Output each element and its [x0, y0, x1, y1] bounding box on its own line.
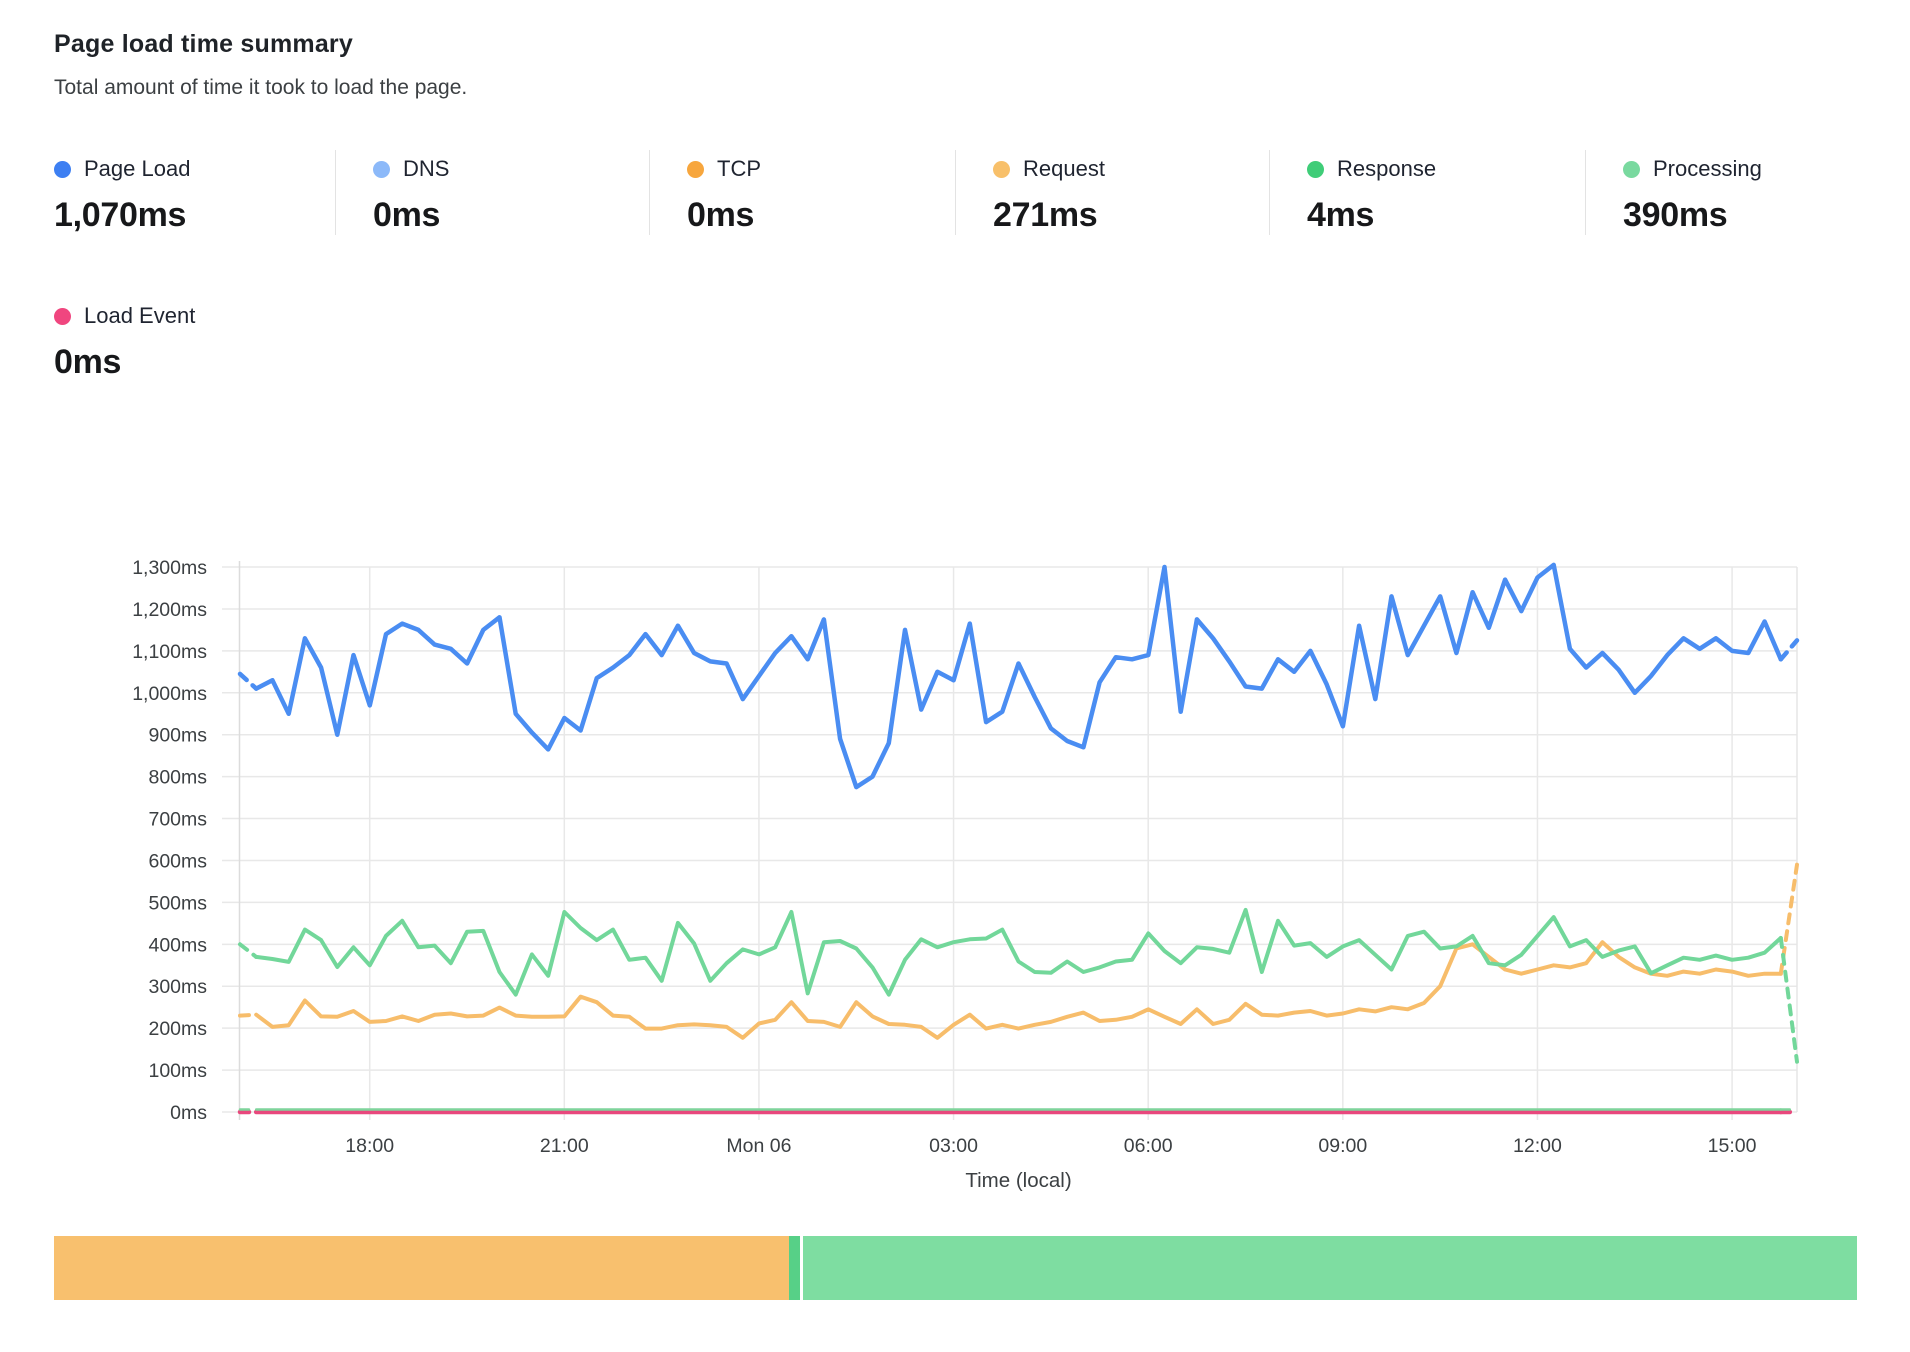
load-breakdown-bar: [54, 1236, 1857, 1300]
metric-load-event[interactable]: Load Event 0ms: [54, 297, 1910, 382]
svg-text:1,000ms: 1,000ms: [132, 683, 207, 705]
svg-text:800ms: 800ms: [148, 767, 207, 789]
metric-value: 271ms: [993, 196, 1098, 234]
bar-segment-response: [788, 1236, 800, 1300]
metric-label: DNS: [403, 156, 450, 181]
timeseries-chart[interactable]: 1,300ms 1,200ms 1,100ms 1,000ms 900ms 800ms 70…: [0, 430, 1910, 1220]
summary-metrics-row: Page Load 1,070ms DNS 0ms TCP 0ms Reques…: [54, 150, 1910, 235]
bar-segment-processing: [799, 1236, 1857, 1300]
metric-page-load[interactable]: Page Load 1,070ms: [54, 150, 335, 235]
metric-request[interactable]: Request 271ms: [955, 150, 1269, 235]
timeseries-chart-canvas[interactable]: 1,300ms 1,200ms 1,100ms 1,000ms 900ms 800ms 70…: [0, 430, 1910, 1220]
svg-text:12:00: 12:00: [1513, 1135, 1562, 1157]
svg-text:21:00: 21:00: [540, 1135, 589, 1157]
dns-legend-dot-icon: [373, 160, 390, 178]
svg-text:300ms: 300ms: [148, 976, 207, 998]
svg-text:500ms: 500ms: [148, 892, 207, 914]
svg-text:700ms: 700ms: [148, 809, 207, 831]
metric-response[interactable]: Response 4ms: [1269, 150, 1585, 235]
metric-label: Request: [1023, 156, 1105, 181]
metric-value: 4ms: [1307, 196, 1375, 234]
svg-text:1,300ms: 1,300ms: [132, 557, 207, 579]
request-legend-dot-icon: [993, 160, 1010, 178]
metric-label: Load Event: [84, 303, 196, 328]
metric-value: 1,070ms: [54, 196, 187, 234]
page-load-legend-dot-icon: [54, 160, 71, 178]
bar-segment-request: [54, 1236, 789, 1300]
svg-text:15:00: 15:00: [1708, 1135, 1757, 1157]
metric-label: TCP: [717, 156, 761, 181]
svg-text:18:00: 18:00: [345, 1135, 394, 1157]
summary-metrics-row-2: Load Event 0ms: [54, 297, 1910, 382]
svg-text:09:00: 09:00: [1318, 1135, 1367, 1157]
page-title: Page load time summary: [54, 30, 353, 58]
metric-label: Page Load: [84, 156, 191, 181]
svg-text:03:00: 03:00: [929, 1135, 978, 1157]
svg-text:400ms: 400ms: [148, 934, 207, 956]
chart-header: Page load time summary Total amount of t…: [0, 0, 1910, 100]
svg-text:600ms: 600ms: [148, 850, 207, 872]
load-event-legend-dot-icon: [54, 307, 71, 325]
metric-value: 0ms: [373, 196, 441, 234]
metric-dns[interactable]: DNS 0ms: [335, 150, 649, 235]
svg-text:06:00: 06:00: [1124, 1135, 1173, 1157]
svg-text:100ms: 100ms: [148, 1060, 207, 1082]
response-legend-dot-icon: [1307, 160, 1324, 178]
svg-text:Time (local): Time (local): [965, 1169, 1071, 1192]
svg-text:200ms: 200ms: [148, 1018, 207, 1040]
page-subtitle: Total amount of time it took to load the…: [54, 76, 468, 99]
metric-value: 0ms: [54, 343, 122, 381]
svg-text:0ms: 0ms: [170, 1102, 207, 1124]
tcp-legend-dot-icon: [687, 160, 704, 178]
svg-text:1,200ms: 1,200ms: [132, 599, 207, 621]
svg-text:1,100ms: 1,100ms: [132, 641, 207, 663]
metric-value: 390ms: [1623, 196, 1728, 234]
svg-text:Mon 06: Mon 06: [726, 1135, 791, 1157]
metric-value: 0ms: [687, 196, 755, 234]
processing-legend-dot-icon: [1623, 160, 1640, 178]
metric-processing[interactable]: Processing 390ms: [1585, 150, 1875, 235]
metric-label: Processing: [1653, 156, 1762, 181]
svg-text:900ms: 900ms: [148, 725, 207, 747]
metric-tcp[interactable]: TCP 0ms: [649, 150, 955, 235]
metric-label: Response: [1337, 156, 1437, 181]
